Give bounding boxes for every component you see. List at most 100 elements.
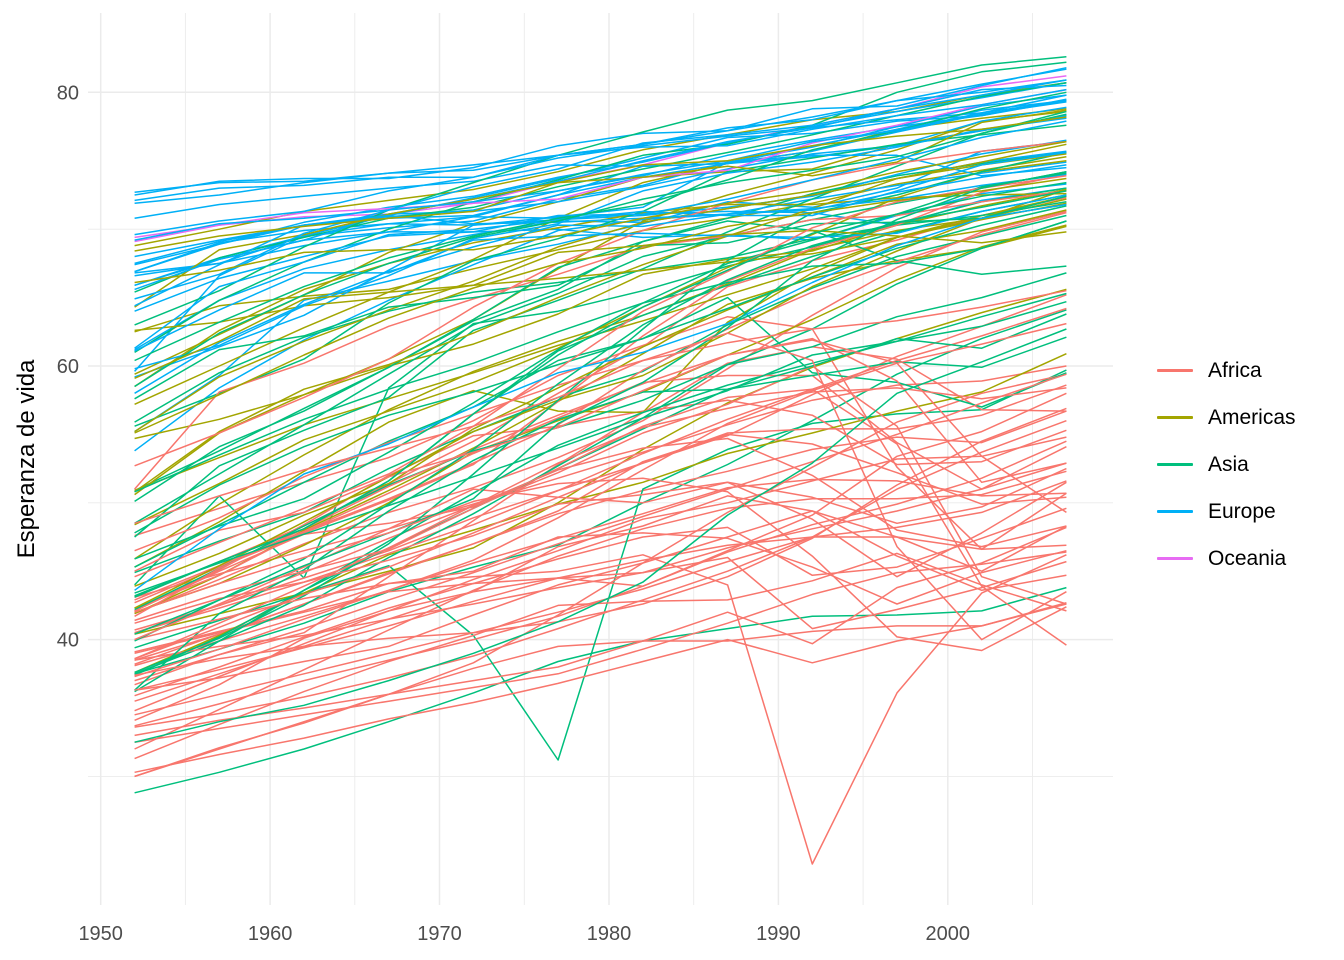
country-line-iceland — [134, 66, 1067, 196]
country-line-sri-lanka — [134, 195, 1067, 400]
country-line-comoros — [134, 294, 1067, 631]
country-line-madagascar — [134, 373, 1067, 686]
y-axis-title: Esperanza de vida — [13, 359, 40, 559]
country-line-argentina — [134, 155, 1067, 333]
x-tick-label: 2000 — [926, 923, 971, 945]
country-line-lebanon — [134, 201, 1067, 423]
country-line-iraq — [134, 296, 1067, 568]
legend-key-oceania — [1156, 535, 1194, 582]
country-line-turkey — [134, 203, 1067, 591]
country-line-iran — [134, 214, 1067, 574]
country-line-taiwan — [134, 113, 1067, 388]
country-line-gabon — [134, 346, 1067, 682]
country-line-trinidad-and-tobago — [134, 229, 1067, 379]
country-line-gambia — [134, 373, 1067, 778]
country-line-nepal — [134, 313, 1067, 693]
country-line-guinea — [134, 419, 1067, 728]
country-line-hong-kong-china — [134, 61, 1067, 353]
asia-line-swatch-icon — [1157, 463, 1193, 466]
legend-entry-asia: Asia — [1156, 441, 1296, 488]
country-line-france — [134, 82, 1067, 266]
country-line-korea-dem-rep- — [134, 220, 1067, 503]
country-line-panama — [134, 153, 1067, 433]
country-line-congo-dem-rep- — [134, 532, 1067, 653]
legend-key-americas — [1156, 394, 1194, 441]
country-line-equatorial-guinea — [134, 480, 1067, 716]
legend-entry-europe: Europe — [1156, 488, 1296, 535]
x-tick-label: 1950 — [78, 923, 123, 945]
legend-key-asia — [1156, 441, 1194, 488]
country-line-south-africa — [134, 339, 1067, 572]
country-line-new-zealand — [134, 88, 1067, 239]
x-tick-label: 1960 — [248, 923, 293, 945]
legend-label-americas: Americas — [1208, 405, 1296, 429]
legend-label-asia: Asia — [1208, 452, 1249, 476]
country-line-angola — [134, 601, 1067, 778]
country-line-senegal — [134, 322, 1067, 678]
country-line-namibia — [134, 337, 1067, 617]
country-line-reunion — [134, 140, 1067, 467]
country-line-portugal — [134, 117, 1067, 370]
country-line-botswana — [134, 315, 1067, 551]
country-line-serbia — [134, 173, 1067, 394]
country-line-norway — [134, 88, 1067, 193]
country-line-ecuador — [134, 160, 1067, 526]
x-tick-label: 1970 — [417, 923, 462, 945]
country-line-oman — [134, 151, 1067, 674]
country-line-paraguay — [134, 203, 1067, 332]
country-line-czech-republic — [134, 139, 1067, 273]
legend-label-europe: Europe — [1208, 499, 1276, 523]
country-line-somalia — [134, 526, 1067, 737]
country-line-cote-d-ivoire — [134, 437, 1067, 634]
legend-label-africa: Africa — [1208, 358, 1262, 382]
x-tick-label: 1990 — [756, 923, 801, 945]
country-line-vietnam — [134, 170, 1067, 635]
country-line-rwanda — [134, 554, 1067, 865]
country-line-guinea-bissau — [134, 551, 1067, 743]
y-tick-label: 40 — [57, 630, 79, 652]
legend-key-africa — [1156, 347, 1194, 394]
country-line-venezuela — [134, 177, 1067, 434]
country-line-morocco — [134, 211, 1067, 601]
country-line-syria — [134, 172, 1067, 560]
country-line-indonesia — [134, 220, 1067, 675]
country-line-uganda — [134, 481, 1067, 641]
country-line-nigeria — [134, 536, 1067, 691]
country-line-saudi-arabia — [134, 190, 1067, 642]
country-line-burkina-faso — [134, 470, 1067, 750]
x-tick-label: 1980 — [587, 923, 632, 945]
americas-line-swatch-icon — [1157, 416, 1193, 419]
country-line-afghanistan — [134, 586, 1067, 794]
country-line-myanmar — [134, 336, 1067, 691]
country-line-thailand — [134, 220, 1067, 493]
country-line-zimbabwe — [134, 332, 1067, 641]
y-tick-label: 80 — [57, 82, 79, 104]
country-line-mauritania — [134, 307, 1067, 634]
y-tick-label: 60 — [57, 356, 79, 378]
country-line-lesotho — [134, 365, 1067, 612]
europe-line-swatch-icon — [1157, 510, 1193, 513]
country-line-united-states — [134, 116, 1067, 252]
legend-entry-oceania: Oceania — [1156, 535, 1296, 582]
country-line-slovak-republic — [134, 164, 1067, 307]
country-line-romania — [134, 194, 1067, 352]
country-line-uruguay — [134, 140, 1067, 284]
country-line-ghana — [134, 365, 1067, 598]
country-line-slovenia — [134, 120, 1067, 291]
country-line-nicaragua — [134, 188, 1067, 609]
country-line-philippines — [134, 205, 1067, 534]
country-line-united-kingdom — [134, 99, 1067, 241]
country-line-congo-rep- — [134, 399, 1067, 612]
legend-key-europe — [1156, 488, 1194, 535]
country-line-malawi — [134, 510, 1067, 691]
country-line-niger — [134, 407, 1067, 676]
legend: Africa Americas Asia Europe Oceania — [1156, 347, 1296, 582]
oceania-line-swatch-icon — [1157, 557, 1193, 560]
country-line-mongolia — [134, 272, 1067, 611]
legend-entry-americas: Americas — [1156, 394, 1296, 441]
country-line-mauritius — [134, 190, 1067, 490]
country-line-yemen-rep- — [134, 328, 1067, 743]
country-line-west-bank-and-gaza — [134, 181, 1067, 597]
